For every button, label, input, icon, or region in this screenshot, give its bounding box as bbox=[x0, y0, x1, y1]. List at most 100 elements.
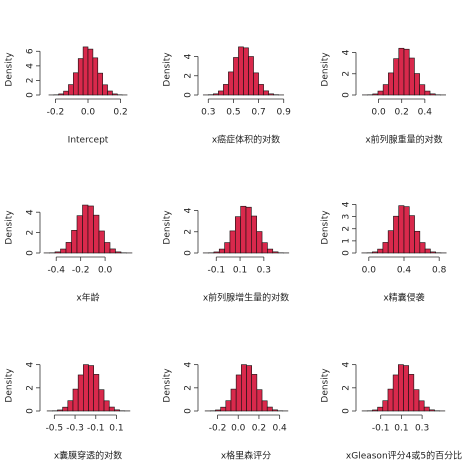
y-tick-label: 0 bbox=[26, 250, 36, 256]
y-tick-label: 4 bbox=[184, 207, 194, 213]
bar bbox=[423, 406, 430, 412]
x-tick-label: 0.0 bbox=[81, 108, 96, 118]
bar bbox=[58, 93, 64, 96]
bar bbox=[403, 206, 410, 254]
x-tick-label: 0.0 bbox=[371, 108, 386, 118]
bar bbox=[388, 72, 394, 96]
x-tick-label: -0.1 bbox=[372, 424, 390, 434]
x-tick-label: 0.3 bbox=[201, 108, 215, 118]
x-tick-label: 0.3 bbox=[415, 424, 429, 434]
y-tick-label: 2 bbox=[26, 78, 36, 84]
bar bbox=[372, 251, 378, 254]
bar bbox=[98, 389, 105, 412]
bar bbox=[240, 205, 247, 254]
y-tick-label: 2 bbox=[184, 73, 194, 79]
x-axis-label: x前列腺增生量的对数 bbox=[203, 292, 289, 304]
bar bbox=[266, 406, 273, 412]
y-tick-label: 4 bbox=[342, 362, 352, 368]
bar bbox=[229, 230, 236, 254]
bar bbox=[413, 389, 420, 412]
x-tick-label: 0.7 bbox=[251, 108, 265, 118]
bar bbox=[233, 57, 239, 96]
bar bbox=[72, 388, 79, 412]
x-tick-label: 0.0 bbox=[231, 424, 246, 434]
bar bbox=[65, 242, 72, 254]
bar bbox=[256, 389, 263, 412]
x-tick-label: 0.1 bbox=[394, 424, 408, 434]
y-tick-label: 3 bbox=[342, 214, 352, 220]
y-tick-label: 2 bbox=[26, 385, 36, 391]
bar bbox=[71, 230, 78, 254]
bar bbox=[261, 242, 268, 254]
bar bbox=[382, 242, 389, 254]
bar bbox=[213, 93, 219, 96]
bar bbox=[218, 90, 224, 96]
bar bbox=[228, 71, 234, 96]
bar bbox=[82, 204, 89, 254]
bar bbox=[83, 364, 89, 412]
bar bbox=[93, 374, 100, 412]
y-tick-label: 4 bbox=[26, 362, 36, 368]
bar bbox=[377, 90, 384, 96]
bar bbox=[263, 90, 269, 96]
x-tick-label: 0.0 bbox=[362, 266, 377, 276]
y-axis-label: Density bbox=[321, 210, 331, 245]
bar bbox=[377, 406, 384, 412]
bar bbox=[103, 400, 110, 412]
x-axis-label: x格里森评分 bbox=[221, 450, 271, 462]
y-tick-label: 0 bbox=[26, 408, 36, 414]
bar bbox=[92, 57, 99, 96]
bar bbox=[215, 409, 221, 412]
x-tick-label: 0.1 bbox=[109, 424, 123, 434]
bar bbox=[87, 205, 94, 254]
bar bbox=[258, 84, 264, 96]
bar bbox=[377, 248, 384, 254]
y-tick-label: 2 bbox=[342, 71, 352, 77]
y-tick-label: 4 bbox=[342, 201, 352, 207]
y-axis-label: Density bbox=[5, 52, 15, 87]
x-axis-label: Intercept bbox=[68, 136, 109, 146]
x-tick-label: 0.4 bbox=[272, 424, 287, 434]
x-tick-label: 0.4 bbox=[397, 266, 412, 276]
x-tick-label: -0.4 bbox=[47, 266, 65, 276]
bar bbox=[88, 365, 94, 412]
bar bbox=[112, 93, 118, 96]
y-tick-label: 2 bbox=[342, 385, 352, 391]
bar bbox=[218, 248, 225, 254]
bar bbox=[393, 58, 400, 96]
bar bbox=[60, 248, 67, 254]
bar bbox=[398, 205, 405, 254]
y-tick-label: 0 bbox=[342, 92, 352, 98]
bar bbox=[57, 409, 63, 412]
bar bbox=[429, 409, 435, 412]
bar bbox=[246, 365, 252, 412]
y-tick-label: 4 bbox=[26, 63, 36, 69]
bar bbox=[403, 48, 410, 96]
y-axis-label: Density bbox=[321, 52, 331, 87]
bar bbox=[408, 215, 415, 254]
x-axis-label: x囊膜穿透的对数 bbox=[54, 450, 122, 462]
y-axis-label: Density bbox=[5, 210, 15, 245]
bar bbox=[387, 230, 394, 254]
y-tick-label: 0 bbox=[184, 408, 194, 414]
bar bbox=[267, 248, 274, 254]
bar bbox=[398, 364, 404, 412]
y-tick-label: 0 bbox=[184, 92, 194, 98]
bar bbox=[98, 230, 105, 254]
bar bbox=[223, 84, 229, 96]
bar bbox=[108, 406, 115, 412]
bar bbox=[77, 58, 84, 96]
bar bbox=[104, 242, 111, 254]
bar bbox=[382, 84, 389, 96]
y-axis-label: Density bbox=[163, 52, 173, 87]
bar bbox=[224, 242, 231, 254]
bar bbox=[393, 215, 400, 254]
bar bbox=[251, 374, 258, 412]
x-tick-label: 0.9 bbox=[277, 108, 292, 118]
bar bbox=[261, 400, 268, 412]
y-tick-label: 4 bbox=[184, 53, 194, 59]
bar bbox=[243, 47, 249, 96]
bar bbox=[414, 230, 421, 254]
bar bbox=[256, 231, 263, 254]
